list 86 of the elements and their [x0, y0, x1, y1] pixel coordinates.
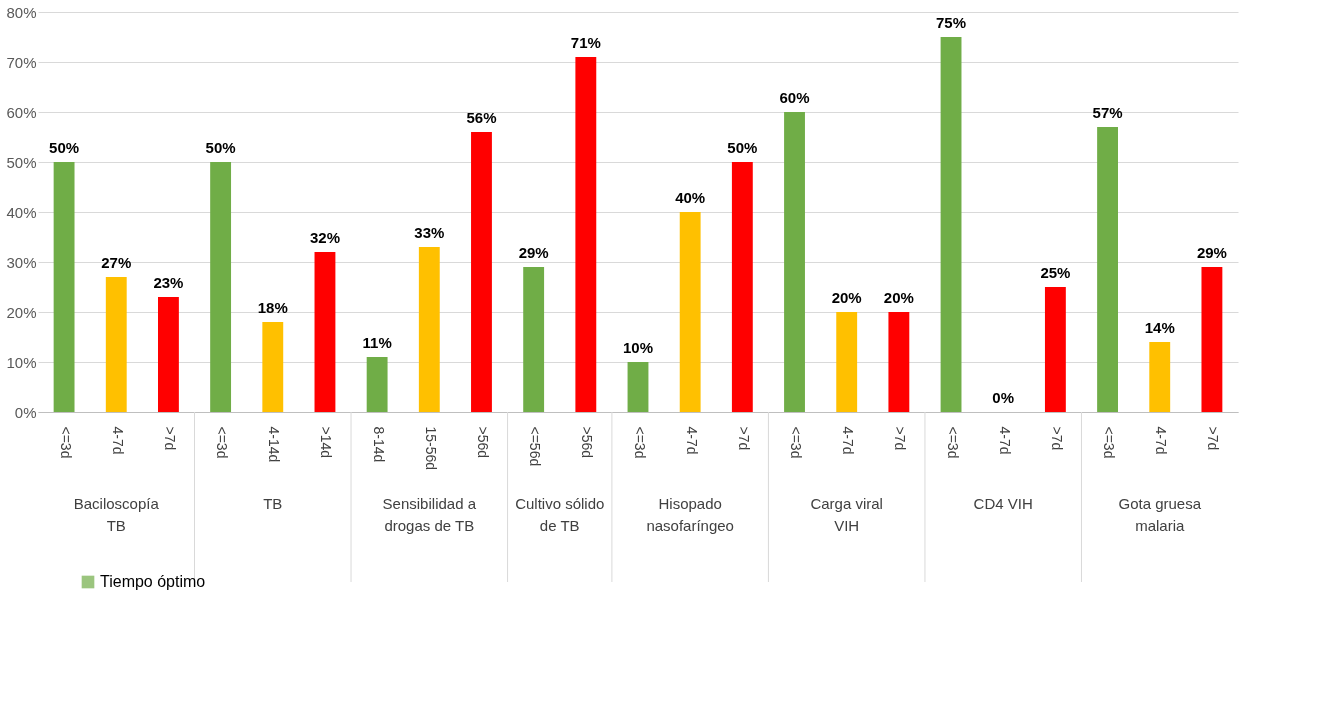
text: 20%: [883, 289, 914, 306]
bar: [679, 212, 701, 412]
text: 11%: [362, 334, 392, 351]
bar: [731, 162, 753, 412]
text: Hisopado nasofaríngeo: [646, 495, 734, 534]
x-tick-label: >7d: [1048, 426, 1065, 451]
text: TB: [263, 495, 283, 512]
bar: [1097, 127, 1118, 412]
text: 50%: [727, 139, 758, 156]
x-tick-label: >56d: [474, 426, 491, 459]
x-tick-label: 4-7d: [683, 426, 700, 455]
x-tick-label: >7d: [161, 426, 178, 451]
x-tick-label: <=56d: [527, 426, 544, 467]
y-tick-label: 10%: [6, 353, 37, 371]
text: 18%: [257, 299, 288, 316]
text: 40%: [675, 189, 706, 206]
text: Baciloscopía TB: [73, 495, 160, 534]
text: 56%: [466, 109, 497, 126]
bar: [1149, 342, 1171, 412]
text: 25%: [1040, 264, 1071, 281]
text: 75%: [936, 14, 967, 31]
bar: [627, 362, 649, 412]
x-tick-label: <=3d: [214, 426, 231, 459]
legend-label: Tiempo óptimo: [100, 573, 206, 590]
text: 27%: [101, 254, 132, 271]
text: 60%: [779, 89, 810, 106]
text: Gota gruesa malaria: [1118, 495, 1202, 534]
text: 0%: [992, 389, 1015, 406]
y-tick-label: 20%: [6, 303, 37, 321]
bar: [366, 357, 388, 412]
x-tick-label: 4-7d: [1153, 426, 1170, 455]
text: 29%: [518, 244, 549, 261]
bar: [158, 297, 179, 412]
bar: [940, 37, 962, 412]
x-tick-label: >7d: [735, 426, 752, 451]
text: 32%: [309, 229, 340, 246]
text: 50%: [205, 139, 236, 156]
text: 23%: [153, 274, 184, 291]
text: 50%: [49, 139, 80, 156]
text: Sensibilidad a drogas de TB: [382, 495, 477, 534]
bar: [888, 312, 910, 412]
bar: [471, 132, 492, 412]
y-tick-label: 70%: [6, 53, 37, 71]
bar: [575, 57, 597, 412]
x-tick-label: >56d: [579, 426, 596, 459]
text: 71%: [570, 34, 601, 51]
y-tick-label: 60%: [6, 103, 37, 121]
text: Cultivo sólido de TB: [515, 495, 605, 534]
x-tick-label: 4-7d: [996, 426, 1013, 455]
text: Carga viral VIH: [810, 495, 883, 534]
y-tick-label: 0%: [14, 403, 37, 421]
bar: [262, 322, 284, 412]
x-tick-label: <=3d: [1101, 426, 1118, 459]
bar: [523, 267, 545, 412]
y-tick-label: 40%: [6, 203, 37, 221]
bar: [418, 247, 440, 412]
x-tick-label: <=3d: [944, 426, 961, 459]
bar: [1044, 287, 1066, 412]
bar: [105, 277, 127, 412]
bar: [210, 162, 232, 412]
bar: [53, 162, 75, 412]
x-tick-label: 4-14d: [266, 426, 283, 463]
x-tick-label: 15-56d: [422, 426, 439, 471]
x-tick-label: >14d: [318, 426, 335, 459]
x-tick-label: <=3d: [788, 426, 805, 459]
x-tick-label: <=3d: [57, 426, 74, 459]
x-tick-label: 4-7d: [109, 426, 126, 455]
y-tick-label: 80%: [6, 3, 37, 21]
bar: [784, 112, 805, 412]
x-tick-label: >7d: [1205, 426, 1222, 451]
bar: [1201, 267, 1223, 412]
x-tick-label: <=3d: [631, 426, 648, 459]
x-tick-label: 4-7d: [840, 426, 857, 455]
text: 57%: [1092, 104, 1123, 121]
text: 20%: [831, 289, 862, 306]
y-tick-label: 30%: [6, 253, 37, 271]
text: 33%: [414, 224, 445, 241]
y-tick-label: 50%: [6, 153, 37, 171]
bar: [314, 252, 336, 412]
x-tick-label: >7d: [892, 426, 909, 451]
text: CD4 VIH: [973, 495, 1033, 512]
text: 29%: [1196, 244, 1227, 261]
x-tick-label: 8-14d: [370, 426, 387, 463]
text: 14%: [1144, 319, 1175, 336]
bar: [836, 312, 858, 412]
text: 10%: [622, 339, 654, 356]
